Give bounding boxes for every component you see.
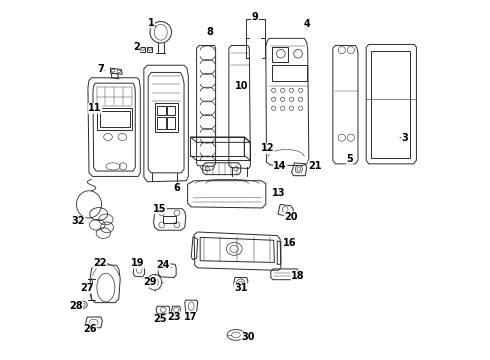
Text: 15: 15 [153,204,167,214]
Text: 19: 19 [131,258,145,268]
Text: 30: 30 [241,332,255,342]
Text: 28: 28 [69,301,82,311]
Text: 2: 2 [133,42,140,52]
Text: 12: 12 [261,143,274,153]
Text: 17: 17 [184,312,197,322]
Text: 1: 1 [147,18,154,28]
Text: 25: 25 [153,314,167,324]
Text: 22: 22 [93,258,106,268]
Text: 8: 8 [206,27,213,37]
Text: 16: 16 [283,238,296,248]
Text: 20: 20 [284,212,297,221]
Text: 10: 10 [235,81,248,91]
Text: 7: 7 [98,64,104,74]
Text: 18: 18 [291,271,305,281]
Text: 3: 3 [401,133,408,143]
Text: 13: 13 [272,188,286,198]
Text: 14: 14 [273,161,287,171]
Text: 26: 26 [83,324,97,334]
Text: 27: 27 [80,283,94,293]
Text: 9: 9 [252,12,258,22]
Text: 23: 23 [167,312,181,322]
Text: 32: 32 [72,216,85,226]
Text: 6: 6 [173,183,180,193]
Text: 29: 29 [143,277,157,287]
Text: 24: 24 [156,260,170,270]
Text: 21: 21 [308,161,321,171]
Text: 4: 4 [303,19,310,29]
Text: 5: 5 [346,154,353,164]
Text: 31: 31 [234,283,247,293]
Text: 11: 11 [88,103,102,113]
